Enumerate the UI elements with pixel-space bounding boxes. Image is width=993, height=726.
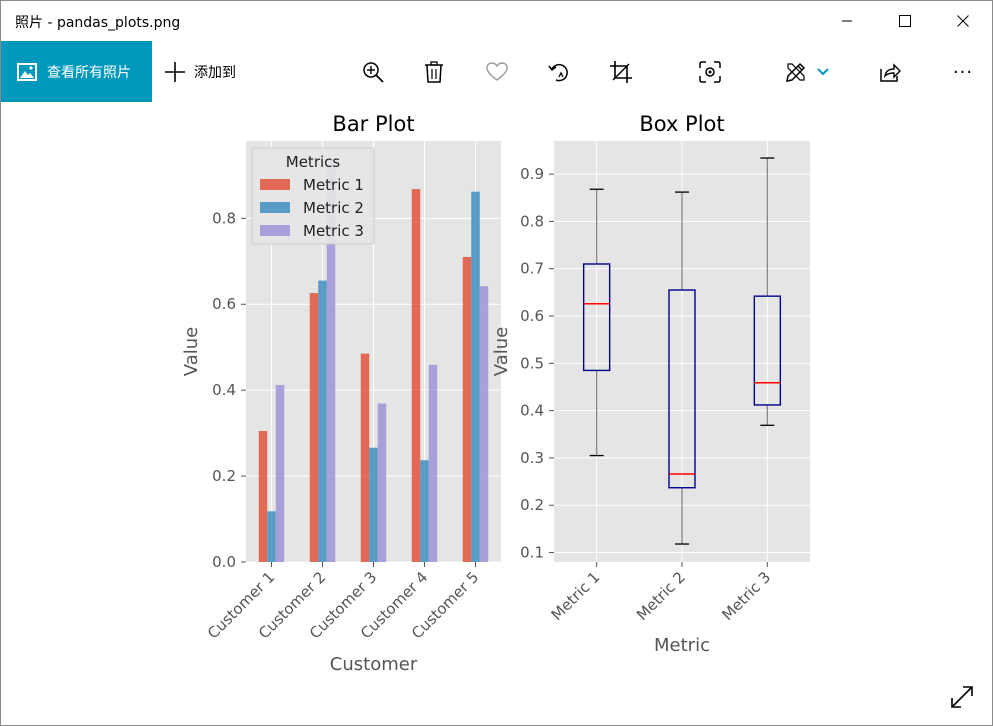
bar-metric-2: [267, 511, 276, 562]
rotate-button[interactable]: [543, 56, 575, 88]
edit-dropdown-button[interactable]: [809, 56, 837, 88]
maximize-button[interactable]: [876, 1, 934, 41]
minimize-button[interactable]: [818, 1, 876, 41]
bar-metric-3: [428, 364, 438, 562]
box-y-tick-label: 0.6: [520, 307, 544, 325]
plus-icon: [165, 61, 185, 82]
minimize-icon: [842, 20, 852, 22]
visual-search-button[interactable]: [694, 56, 726, 88]
box-iqr: [753, 295, 782, 406]
box-y-tick-label: 0.7: [520, 260, 544, 278]
bar-y-axis-label: Value: [181, 327, 202, 376]
bar-y-tick-label: 0.4: [212, 381, 236, 399]
fullscreen-button[interactable]: [947, 682, 977, 712]
close-button[interactable]: [934, 1, 992, 41]
legend-swatch-metric-2: [260, 202, 290, 213]
box-x-axis-label: Metric: [654, 635, 710, 656]
image-viewer: 0.0 0.2 0.4 0.6 0.8 Customer 1 Customer 2 Custo…: [1, 102, 992, 725]
view-all-photos-button[interactable]: 查看所有照片: [1, 41, 152, 102]
box-y-tick-label: 0.9: [520, 165, 544, 183]
bar-metric-1: [258, 430, 268, 562]
add-to-label: 添加到: [194, 64, 236, 81]
bar-y-tick-label: 0.2: [212, 467, 236, 485]
bar-y-tick-label: 0.8: [212, 209, 236, 227]
window-title: 照片 - pandas_plots.png: [15, 15, 181, 31]
crop-button[interactable]: [605, 56, 637, 88]
bar-metric-1: [411, 189, 421, 562]
edit-draw-button[interactable]: [780, 56, 812, 88]
close-icon: [957, 15, 969, 27]
bar-metric-2: [420, 460, 429, 562]
bar-legend: [251, 147, 375, 245]
bar-metric-1: [360, 353, 370, 562]
box-x-tick-label: Metric 1: [548, 568, 604, 624]
favorite-button[interactable]: [481, 56, 513, 88]
photo-gallery-icon: [17, 62, 37, 81]
bar-x-axis-label: Customer: [330, 654, 418, 675]
box-y-tick-label: 0.3: [520, 449, 544, 467]
favorite-icon: [486, 62, 508, 81]
bar-metric-3: [275, 385, 285, 562]
box-y-tick-label: 0.8: [520, 212, 544, 230]
toolbar: 查看所有照片 添加到: [1, 41, 992, 102]
expand-icon: [951, 686, 973, 708]
bar-metric-3: [326, 160, 336, 562]
bar-y-tick-label: 0.0: [212, 553, 236, 571]
share-icon: [880, 63, 901, 82]
box-plot-title: Box Plot: [639, 112, 724, 136]
box-y-axis-label: Value: [491, 327, 512, 376]
bar-legend-title: Metrics: [286, 153, 341, 171]
chevron-down-icon: [817, 68, 829, 76]
title-bar: 照片 - pandas_plots.png: [1, 1, 992, 41]
bar-metric-1: [462, 256, 472, 562]
share-button[interactable]: [874, 56, 906, 88]
box-y-tick-label: 0.4: [520, 402, 544, 420]
bar-metric-2: [369, 447, 378, 562]
zoom-in-icon: [363, 62, 384, 83]
more-icon: ···: [952, 61, 974, 83]
zoom-in-button[interactable]: [357, 56, 389, 88]
bar-metric-3: [479, 286, 489, 562]
maximize-icon: [899, 15, 911, 27]
legend-swatch-metric-1: [260, 179, 290, 190]
bar-metric-2: [318, 280, 327, 562]
box-y-tick-label: 0.2: [520, 496, 544, 514]
box-x-tick-label: Metric 3: [718, 568, 774, 624]
delete-button[interactable]: [418, 56, 450, 88]
crop-icon: [610, 61, 632, 83]
box-y-tick-label: 0.1: [520, 544, 544, 562]
bar-plot-title: Bar Plot: [332, 112, 414, 136]
view-all-photos-label: 查看所有照片: [47, 64, 131, 81]
legend-label: Metric 1: [303, 176, 364, 194]
add-to-button[interactable]: 添加到: [164, 41, 236, 102]
visual-search-icon: [699, 61, 721, 83]
box-iqr: [668, 289, 696, 489]
box-x-tick-label: Metric 2: [633, 568, 689, 624]
rotate-icon: [548, 63, 568, 82]
legend-label: Metric 3: [303, 222, 364, 240]
bar-metric-2: [471, 191, 480, 562]
legend-label: Metric 2: [303, 199, 364, 217]
bar-y-tick-label: 0.6: [212, 295, 236, 313]
edit-draw-icon: [786, 62, 806, 82]
box-y-tick-label: 0.5: [520, 354, 544, 372]
bar-metric-3: [377, 403, 387, 562]
bar-metric-1: [309, 293, 319, 562]
more-options-button[interactable]: ···: [947, 56, 979, 88]
legend-swatch-metric-3: [260, 225, 290, 236]
delete-icon: [425, 61, 443, 83]
box-iqr: [582, 263, 611, 372]
